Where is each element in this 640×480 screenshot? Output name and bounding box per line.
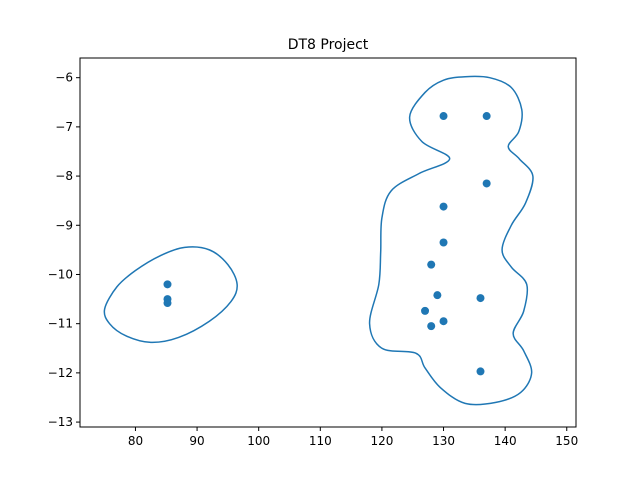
plot-frame: [79, 57, 577, 428]
data-point: [439, 202, 448, 211]
y-tick-label: −8: [55, 169, 73, 183]
y-tick-label: −6: [55, 71, 73, 85]
data-point: [439, 112, 448, 121]
x-tick-label: 120: [370, 434, 393, 448]
y-tick-label: −7: [55, 120, 73, 134]
cluster-boundary-1: [103, 246, 238, 344]
x-tick-label: 90: [189, 434, 204, 448]
y-tick-label: −12: [48, 366, 73, 380]
data-point: [427, 322, 436, 331]
data-point: [433, 291, 442, 300]
data-points: [163, 112, 491, 376]
y-tick-label: −10: [48, 267, 73, 281]
data-point: [163, 280, 172, 289]
x-tick-label: 80: [128, 434, 143, 448]
data-point: [421, 306, 430, 315]
data-point: [482, 112, 491, 121]
y-tick-label: −13: [48, 415, 73, 429]
data-point: [439, 317, 448, 326]
chart-title: DT8 Project: [288, 37, 369, 53]
y-tick-label: −9: [55, 218, 73, 232]
x-axis-ticks: 80 90 100 110 120 130 140 150: [128, 427, 578, 448]
x-tick-label: 140: [494, 434, 517, 448]
y-tick-label: −11: [48, 317, 73, 331]
x-tick-label: 100: [247, 434, 270, 448]
data-point: [476, 367, 485, 376]
x-tick-label: 150: [555, 434, 578, 448]
y-axis-ticks: −6 −7 −8 −9 −10 −11 −12 −13: [48, 71, 80, 429]
data-point: [427, 260, 436, 269]
x-tick-label: 110: [309, 434, 332, 448]
data-point: [439, 238, 448, 247]
cluster-boundary-2: [368, 75, 534, 406]
data-point: [163, 299, 172, 308]
data-point: [476, 294, 485, 303]
data-point: [482, 179, 491, 188]
x-tick-label: 130: [432, 434, 455, 448]
cluster-boundaries: [103, 75, 534, 406]
